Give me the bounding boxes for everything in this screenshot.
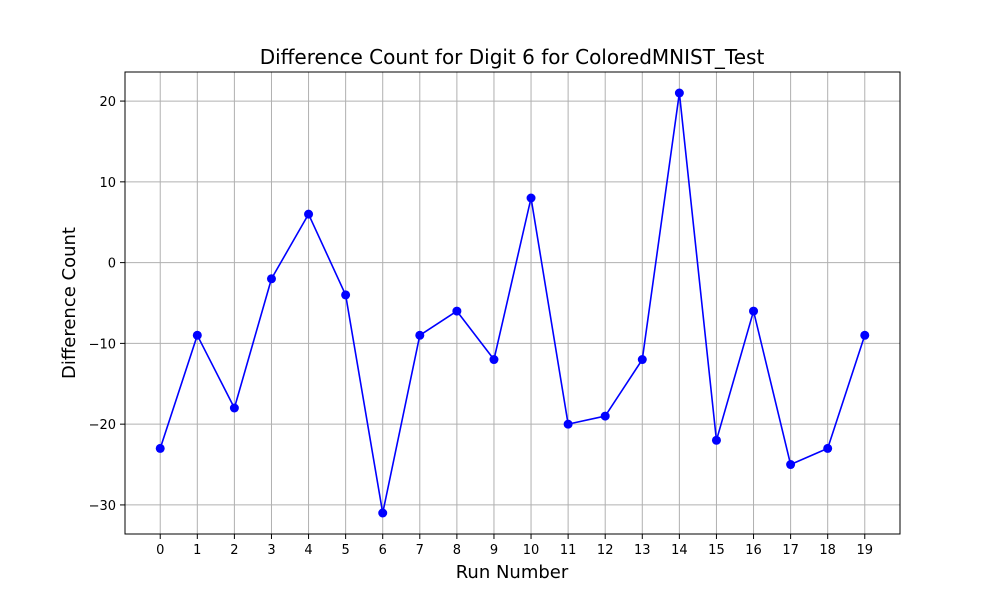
x-tick-label: 1 [193,543,201,558]
x-tick-label: 5 [341,543,349,558]
chart-title: Difference Count for Digit 6 for Colored… [260,45,765,69]
data-point [452,306,462,316]
data-point [378,508,388,518]
grid-lines [125,72,900,534]
data-point [786,460,796,470]
data-point [674,88,684,98]
data-point [823,443,833,453]
data-point [341,290,351,300]
x-tick-label: 8 [453,543,461,558]
x-tick-label: 16 [745,543,762,558]
data-point [563,419,573,429]
data-point [192,330,202,340]
x-tick-label: 12 [597,543,614,558]
x-tick-label: 0 [156,543,164,558]
data-point [155,443,165,453]
x-tick-label: 6 [379,543,387,558]
x-axis-label: Run Number [456,562,569,583]
plot-area-frame [124,71,901,535]
data-point [415,330,425,340]
x-tick-label: 3 [267,543,275,558]
data-point [266,274,276,284]
x-tick-label: 15 [708,543,725,558]
data-point [711,435,721,445]
x-tick-label: 2 [230,543,238,558]
y-tick-label: 10 [99,176,116,191]
y-tick-label: −30 [89,499,116,514]
data-point [600,411,610,421]
data-point [860,330,870,340]
x-tick-label: 19 [856,543,873,558]
x-tick-label: 14 [671,543,688,558]
data-point [749,306,759,316]
x-tick-label: 13 [634,543,651,558]
x-tick-label: 9 [490,543,498,558]
series-line [159,92,866,514]
y-tick-label: 0 [108,257,116,272]
x-tick-label: 7 [416,543,424,558]
series-blue [155,88,870,518]
x-tick-label: 11 [560,543,577,558]
y-tick-label: −20 [89,418,116,433]
y-axis-label: Difference Count [59,227,80,379]
data-point [637,355,647,365]
x-tick-label: 17 [782,543,799,558]
x-tick-label: 4 [304,543,312,558]
data-point [489,355,499,365]
data-point [526,193,536,203]
axis-ticks: 0 1 2 3 4 5 6 7 8 9 10 11 12 13 14 15 16 17 18 19−30−20−100… [89,95,873,558]
data-point [229,403,239,413]
x-tick-label: 10 [523,543,540,558]
y-tick-label: 20 [99,95,116,110]
y-tick-label: −10 [89,337,116,352]
x-tick-label: 18 [819,543,836,558]
data-point [304,209,314,219]
